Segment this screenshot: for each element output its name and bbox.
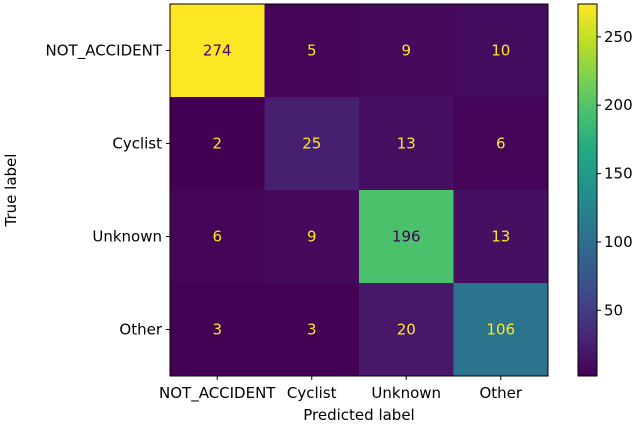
cell-value-label: 13 bbox=[491, 228, 510, 246]
heatmap-cell bbox=[170, 190, 265, 284]
colorbar-ticks: 50 100 150 200 250 bbox=[597, 28, 633, 319]
heatmap-cell bbox=[264, 4, 360, 98]
y-tick-label: Unknown bbox=[92, 228, 162, 246]
colorbar-tick-label: 200 bbox=[604, 96, 633, 114]
heatmap-cell bbox=[359, 97, 454, 191]
x-tick-label: Unknown bbox=[371, 384, 441, 402]
colorbar-tick-label: 150 bbox=[604, 165, 633, 183]
heatmap-cell bbox=[453, 4, 549, 98]
x-axis-ticks: NOT_ACCIDENT Cyclist Unknown Other bbox=[159, 376, 523, 403]
x-tick-label: NOT_ACCIDENT bbox=[159, 384, 276, 403]
cell-value-label: 9 bbox=[307, 228, 317, 246]
y-tick-label: NOT_ACCIDENT bbox=[46, 42, 163, 61]
heatmap-cell bbox=[170, 97, 265, 191]
x-tick-label: Cyclist bbox=[287, 384, 337, 402]
heatmap-cell bbox=[359, 190, 454, 284]
cell-value-label: 25 bbox=[302, 135, 321, 153]
cell-value-labels: 274 5 9 10 2 25 13 6 6 9 196 13 3 3 20 106 bbox=[203, 42, 515, 339]
x-tick-label: Other bbox=[479, 384, 522, 402]
cell-value-label: 10 bbox=[491, 42, 510, 60]
plot-frame bbox=[169, 3, 549, 377]
colorbar-tick-label: 50 bbox=[604, 301, 623, 319]
heatmap-cell bbox=[170, 283, 265, 377]
heatmap-cell bbox=[453, 283, 549, 377]
colorbar-tick-label: 100 bbox=[604, 233, 633, 251]
cell-value-label: 106 bbox=[486, 321, 515, 339]
heatmap-cells bbox=[170, 4, 549, 377]
cell-value-label: 13 bbox=[397, 135, 416, 153]
cell-value-label: 2 bbox=[212, 135, 222, 153]
y-tick-label: Other bbox=[119, 321, 162, 339]
y-axis-ticks: NOT_ACCIDENT Cyclist Unknown Other bbox=[46, 42, 170, 339]
cell-value-label: 6 bbox=[496, 135, 506, 153]
heatmap-cell bbox=[359, 4, 454, 98]
y-tick-label: Cyclist bbox=[112, 135, 162, 153]
heatmap-cell bbox=[264, 283, 360, 377]
cell-value-label: 9 bbox=[401, 42, 411, 60]
heatmap-cell bbox=[264, 97, 360, 191]
cell-value-label: 196 bbox=[392, 228, 421, 246]
heatmap-cell bbox=[453, 190, 549, 284]
heatmap-cell bbox=[264, 190, 360, 284]
cell-value-label: 5 bbox=[307, 42, 317, 60]
heatmap-cell bbox=[453, 97, 549, 191]
heatmap-cell bbox=[359, 283, 454, 377]
cell-value-label: 274 bbox=[203, 42, 232, 60]
cell-value-label: 6 bbox=[212, 228, 222, 246]
y-axis-label: True label bbox=[2, 154, 20, 228]
heatmap-cell bbox=[170, 4, 265, 98]
cell-value-label: 3 bbox=[307, 321, 317, 339]
cell-value-label: 20 bbox=[397, 321, 416, 339]
colorbar bbox=[577, 3, 598, 377]
colorbar-tick-label: 250 bbox=[604, 28, 633, 46]
cell-value-label: 3 bbox=[212, 321, 222, 339]
x-axis-label: Predicted label bbox=[303, 406, 414, 424]
